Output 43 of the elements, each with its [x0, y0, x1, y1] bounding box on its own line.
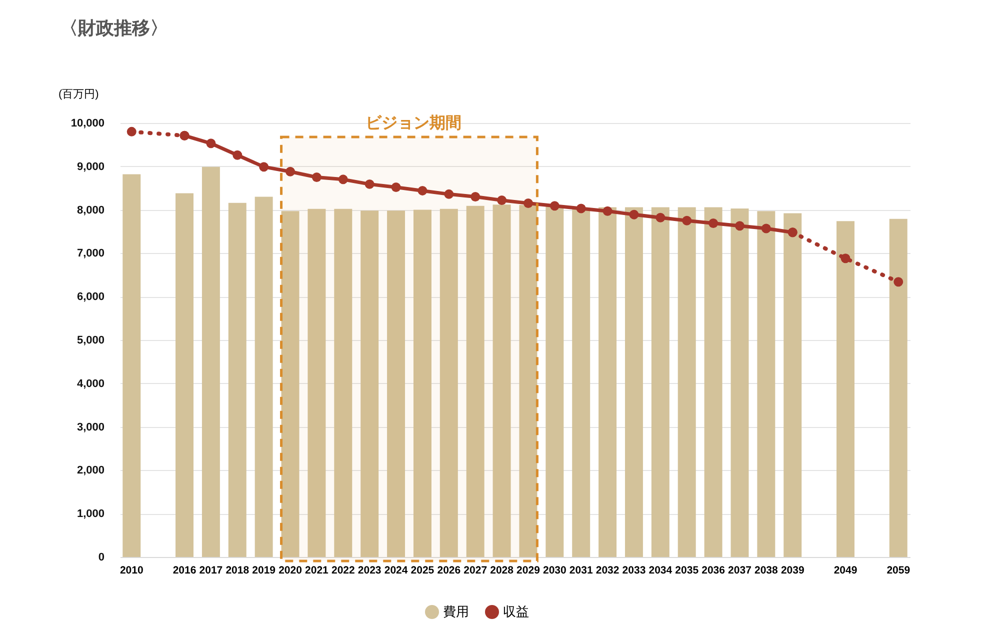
x-tick-label: 2038: [754, 564, 778, 576]
x-tick-label: 2032: [596, 564, 620, 576]
x-tick-label: 2027: [464, 564, 488, 576]
x-tick-label: 2010: [120, 564, 144, 576]
x-tick-label: 2049: [834, 564, 858, 576]
x-tick-label: 2024: [384, 564, 408, 576]
y-tick-label: 5,000: [76, 334, 104, 346]
x-tick-label: 2034: [648, 564, 672, 576]
x-tick-label: 2059: [886, 564, 910, 576]
y-tick-label: 4,000: [76, 378, 104, 390]
y-tick-label: 10,000: [70, 118, 104, 130]
x-tick-label: 2022: [331, 564, 355, 576]
y-tick-label: 0: [98, 552, 104, 564]
x-tick-label: 2020: [278, 564, 302, 576]
x-tick-label: 2039: [780, 564, 804, 576]
legend-label: 収益: [503, 604, 529, 619]
y-tick-label: 1,000: [76, 508, 104, 520]
x-tick-label: 2035: [675, 564, 699, 576]
y-tick-label: 9,000: [76, 160, 104, 173]
x-tick-label: 2028: [490, 564, 514, 576]
x-tick-label: 2016: [172, 564, 196, 576]
x-tick-label: 2018: [226, 564, 250, 576]
legend-label: 費用: [443, 604, 469, 619]
x-tick-label: 2029: [516, 564, 540, 576]
x-tick-label: 2017: [199, 564, 223, 576]
y-tick-label: 8,000: [76, 204, 104, 216]
y-tick-label: 7,000: [76, 248, 104, 260]
band-label: ビジョン期間: [365, 114, 462, 132]
chart-title: 〈財政推移〉: [60, 18, 168, 38]
x-tick-label: 2030: [542, 564, 566, 576]
y-tick-label: 2,000: [76, 464, 104, 477]
x-tick-label: 2026: [437, 564, 461, 576]
x-tick-label: 2019: [252, 564, 276, 576]
y-tick-label: 3,000: [76, 421, 104, 434]
x-tick-label: 2023: [358, 564, 382, 576]
y-tick-label: 6,000: [76, 291, 104, 304]
x-tick-label: 2037: [728, 564, 752, 576]
x-tick-label: 2021: [305, 564, 329, 576]
y-axis-title: (百万円): [58, 88, 99, 100]
x-tick-label: 2031: [569, 564, 593, 576]
x-tick-label: 2036: [702, 564, 726, 576]
x-tick-label: 2033: [622, 564, 646, 576]
x-tick-label: 2025: [410, 564, 434, 576]
